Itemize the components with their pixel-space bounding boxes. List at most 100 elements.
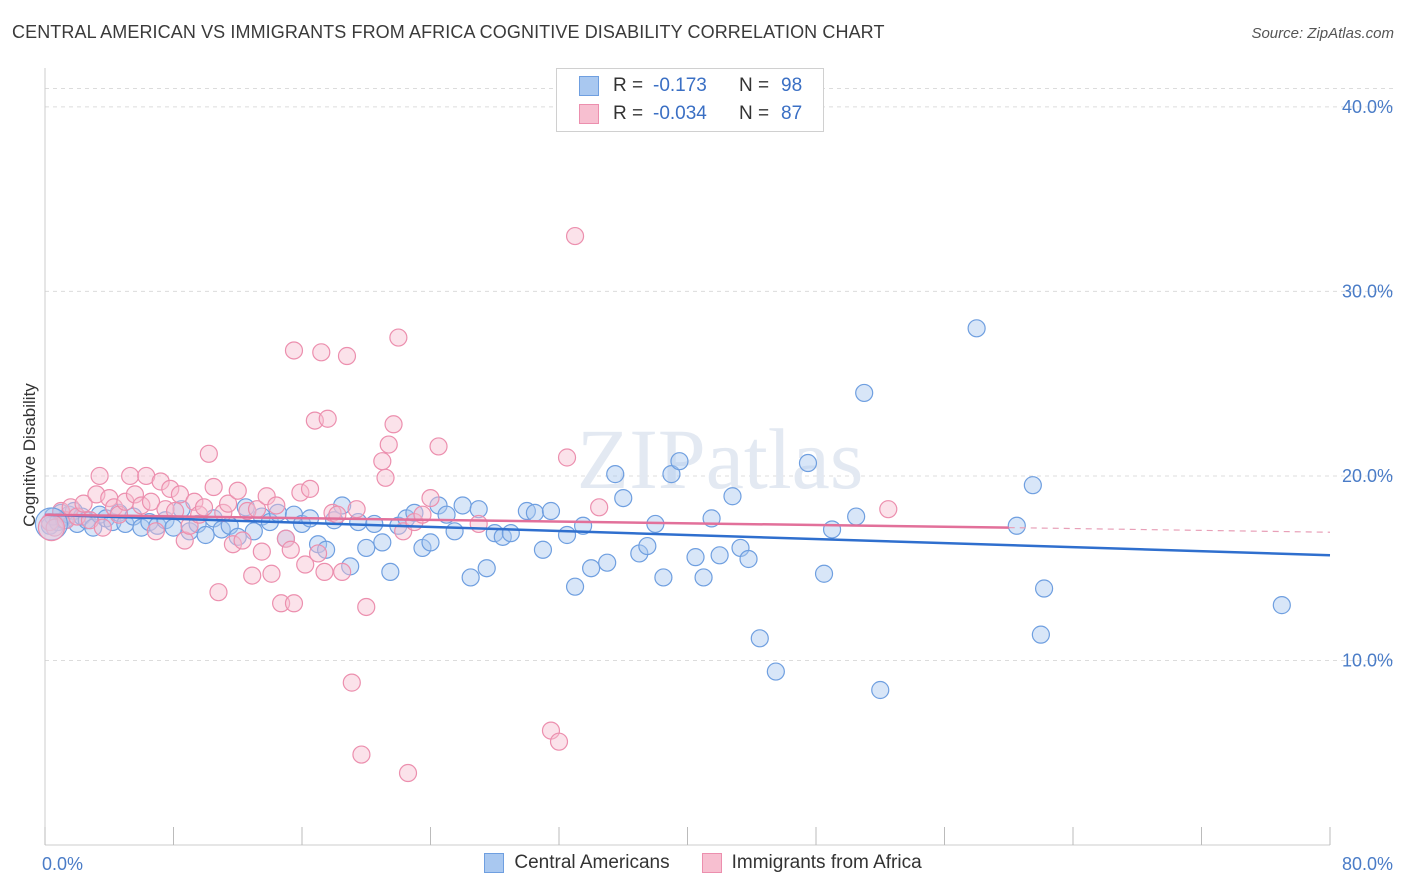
point-central-american-81 (686, 548, 705, 567)
legend-swatch-blue (579, 76, 599, 96)
legend-label: Central Americans (514, 852, 670, 873)
point-immigrant-africa-57 (315, 562, 334, 582)
point-immigrant-africa-cluster (37, 514, 66, 542)
point-immigrant-africa-15 (121, 466, 140, 486)
point-immigrant-africa-58 (318, 409, 337, 428)
point-immigrant-africa-23 (161, 479, 180, 498)
point-immigrant-africa-45 (267, 496, 286, 515)
point-central-american-66 (533, 540, 553, 559)
x-tick-label-min: 0.0% (42, 854, 83, 874)
point-central-american-56 (445, 522, 464, 541)
point-central-american-98 (1031, 625, 1050, 644)
point-central-american-94 (855, 383, 874, 403)
y-tick-label: 10.0% (1342, 650, 1393, 670)
point-central-american-67 (541, 501, 561, 521)
point-immigrant-africa-68 (376, 468, 395, 487)
point-central-american-90 (798, 453, 818, 473)
legend-n-label: N = (739, 75, 770, 96)
point-immigrant-africa-52 (296, 555, 315, 574)
point-immigrant-africa-62 (337, 346, 357, 366)
point-central-american-92 (822, 520, 842, 539)
y-tick-label: 20.0% (1342, 466, 1393, 486)
point-immigrant-africa-35 (219, 494, 238, 513)
point-immigrant-africa-64 (347, 500, 366, 519)
point-central-american-88 (750, 629, 769, 648)
point-immigrant-africa-25 (170, 485, 190, 504)
legend-r-label: R = (613, 75, 644, 96)
point-central-american-80 (670, 452, 689, 471)
y-tick-label: 40.0% (1342, 97, 1393, 117)
legend-item-immigrants-africa[interactable]: Immigrants from Africa (701, 852, 922, 874)
point-immigrant-africa-43 (257, 487, 276, 506)
point-central-american-100 (1023, 476, 1042, 495)
point-central-american-74 (614, 488, 633, 508)
point-immigrant-africa-53 (300, 479, 320, 498)
point-immigrant-africa-44 (262, 564, 281, 583)
y-tick-label: 30.0% (1342, 281, 1393, 301)
point-immigrant-africa-77 (429, 437, 448, 456)
point-immigrant-africa-40 (243, 566, 262, 585)
point-immigrant-africa-61 (333, 562, 352, 582)
chart-title: CENTRAL AMERICAN VS IMMIGRANTS FROM AFRI… (12, 22, 885, 42)
point-immigrant-africa-66 (357, 597, 376, 617)
point-central-american-96 (967, 319, 986, 338)
point-immigrant-africa-31 (199, 444, 218, 463)
legend-swatch-pink (701, 853, 722, 873)
point-central-american-85 (723, 487, 742, 506)
point-immigrant-africa-50 (284, 341, 304, 360)
point-central-american-101 (1272, 596, 1291, 615)
point-central-american-69 (565, 577, 585, 596)
point-central-american-53 (421, 533, 440, 552)
point-immigrant-africa-33 (209, 583, 228, 602)
point-immigrant-africa-65 (352, 745, 371, 764)
point-central-american-59 (469, 500, 488, 519)
trend-line-immigrants-africa-extension (1008, 527, 1331, 533)
point-central-american-58 (461, 568, 480, 587)
legend-swatch-pink (579, 104, 599, 124)
point-immigrant-africa-80 (549, 732, 569, 751)
point-central-american-48 (381, 562, 400, 582)
point-immigrant-africa-83 (590, 498, 609, 517)
legend-item-central-americans[interactable]: Central Americans (484, 852, 670, 874)
point-immigrant-africa-70 (384, 415, 403, 434)
point-central-american-79 (662, 465, 681, 484)
point-central-american-84 (710, 546, 729, 565)
point-central-american-89 (766, 662, 785, 681)
point-immigrant-africa-46 (272, 594, 291, 613)
point-immigrant-africa-21 (151, 472, 170, 491)
point-immigrant-africa-84 (879, 500, 898, 519)
point-immigrant-africa-30 (194, 498, 214, 517)
point-central-american-76 (638, 536, 657, 556)
point-central-american-68 (557, 525, 577, 545)
point-central-american-63 (501, 524, 520, 543)
point-immigrant-africa-69 (379, 435, 398, 454)
point-central-american-97 (1007, 516, 1026, 535)
point-central-american-42 (333, 496, 352, 515)
trend-lines (44, 513, 1331, 557)
point-central-american-82 (694, 568, 713, 587)
point-immigrant-africa-47 (276, 529, 296, 548)
series-legend: Central Americans Immigrants from Africa (0, 852, 1406, 874)
point-immigrant-africa-9 (90, 466, 109, 486)
point-immigrant-africa-49 (284, 594, 304, 613)
point-immigrant-africa-51 (291, 483, 310, 502)
point-immigrant-africa-76 (421, 488, 440, 508)
point-central-american-93 (847, 507, 866, 526)
point-immigrant-africa-63 (342, 673, 361, 692)
axes (44, 68, 1331, 846)
point-central-american-45 (357, 538, 376, 558)
legend-r-value: -0.034 (653, 103, 707, 124)
point-central-american-87 (739, 549, 758, 569)
point-immigrant-africa-82 (565, 226, 585, 246)
point-central-american-60 (477, 559, 496, 578)
point-immigrant-africa-73 (398, 763, 418, 783)
point-central-american-78 (654, 568, 673, 587)
point-immigrant-africa-71 (389, 328, 408, 347)
legend-row-central-americans: R = -0.173 N = 98 (557, 72, 802, 100)
point-immigrant-africa-6 (74, 494, 93, 513)
point-central-american-47 (373, 533, 392, 552)
point-immigrant-africa-19 (141, 492, 161, 511)
trend-line-immigrants-africa (44, 513, 1009, 529)
legend-r-label: R = (613, 103, 644, 124)
